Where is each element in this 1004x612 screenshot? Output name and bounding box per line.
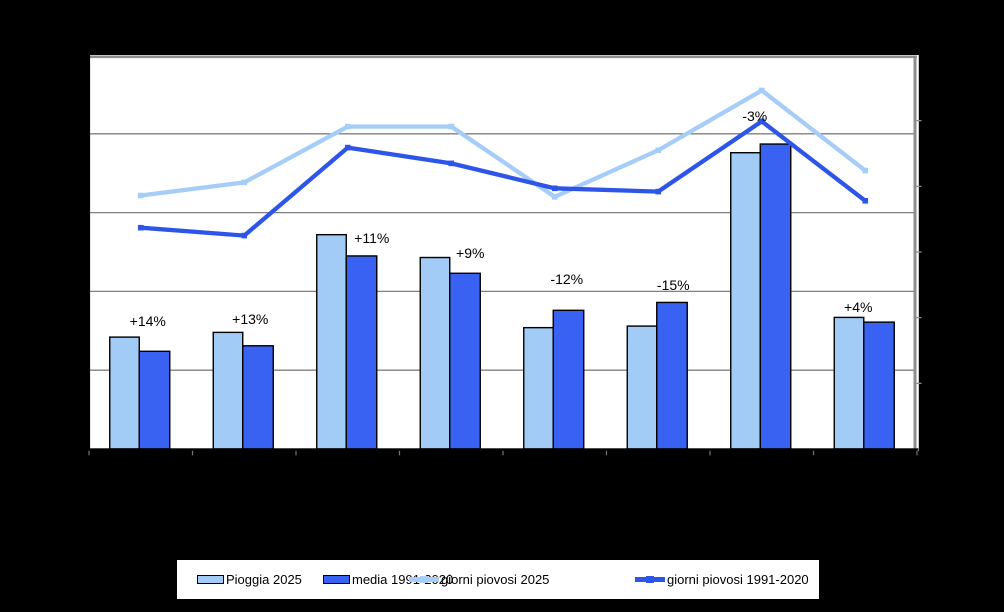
legend-item-pioggia-2025: Pioggia 2025: [197, 560, 302, 599]
svg-text:+11%: +11%: [354, 230, 389, 246]
legend-label-giorni-piovosi-1991-2020: giorni piovosi 1991-2020: [667, 572, 809, 587]
legend-item-giorni-piovosi-2025: giorni piovosi 2025: [409, 560, 549, 599]
legend-item-giorni-piovosi-1991-2020: giorni piovosi 1991-2020: [635, 560, 809, 599]
legend-swatch-giorni-piovosi-1991-2020: [635, 575, 665, 583]
legend-line-marker: [646, 575, 654, 583]
legend-swatch-media-1991-2020: [323, 575, 350, 584]
legend-label-pioggia-2025: Pioggia 2025: [226, 572, 302, 587]
svg-text:+14%: +14%: [130, 313, 166, 329]
legend-swatch-giorni-piovosi-2025: [409, 575, 439, 583]
svg-text:+9%: +9%: [456, 245, 484, 261]
svg-text:+13%: +13%: [232, 311, 268, 327]
svg-text:-15%: -15%: [657, 277, 690, 293]
legend-label-giorni-piovosi-2025: giorni piovosi 2025: [441, 572, 550, 587]
svg-text:-3%: -3%: [742, 108, 767, 124]
legend-swatch-pioggia-2025: [197, 575, 224, 584]
chart-legend: Pioggia 2025 media 1991-2020 giorni piov…: [175, 558, 821, 601]
svg-text:-12%: -12%: [550, 271, 583, 287]
svg-text:+4%: +4%: [844, 299, 872, 315]
legend-line-marker: [420, 575, 428, 583]
